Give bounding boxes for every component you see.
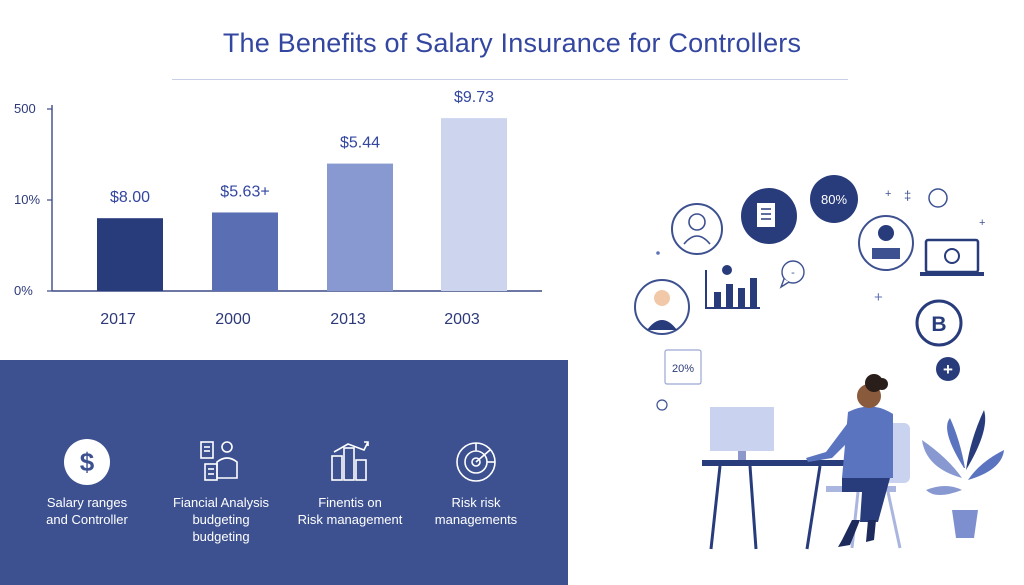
man-avatar-icon bbox=[858, 215, 914, 271]
x-tick-label: 2003 bbox=[444, 311, 480, 328]
y-tick-label: 500 bbox=[14, 101, 36, 116]
x-tick-label: 2013 bbox=[330, 311, 366, 328]
bar bbox=[212, 212, 278, 291]
feature-risk-managements[interactable]: Risk risk managements bbox=[401, 438, 551, 528]
buildings-chart-icon bbox=[331, 441, 369, 481]
sparkle-icon: + bbox=[885, 188, 891, 200]
woman-avatar-icon bbox=[671, 203, 723, 255]
ring-decoration-small bbox=[656, 399, 668, 411]
plant-decoration bbox=[922, 410, 1004, 538]
person-at-desk bbox=[702, 374, 910, 550]
feature-label-1: Finentis on bbox=[318, 495, 382, 510]
data-label: $8.00 bbox=[110, 189, 150, 206]
y-tick-label: 0% bbox=[14, 283, 33, 298]
data-label: $5.44 bbox=[340, 135, 380, 152]
illustration: + ‡ + + 80% bbox=[634, 175, 1004, 550]
sparkle-icon-2: ‡ bbox=[904, 188, 911, 203]
plus-decoration: + bbox=[979, 217, 985, 229]
feature-label-1: Risk risk bbox=[451, 495, 501, 510]
svg-text:+: + bbox=[943, 360, 953, 379]
feature-label-3: budgeting bbox=[192, 529, 250, 544]
percent-badge-top: 80% bbox=[810, 175, 858, 223]
businessman-avatar-icon bbox=[634, 279, 690, 335]
feature-label-2: and Controller bbox=[46, 512, 128, 527]
feature-label-1: Salary ranges bbox=[46, 495, 128, 510]
feature-financial-analysis[interactable]: Fiancial Analysis budgeting budgeting bbox=[146, 438, 296, 545]
ring-decoration bbox=[928, 188, 948, 208]
plus-decoration-2: + bbox=[874, 289, 883, 306]
dot-decoration bbox=[656, 251, 660, 255]
bar-chart-icon bbox=[705, 265, 760, 309]
feature-label-2: Risk management bbox=[297, 512, 403, 527]
plus-badge-icon: + bbox=[936, 357, 960, 381]
percent-badge-left: 20% bbox=[664, 349, 702, 385]
speech-bubble-icon: - bbox=[779, 260, 805, 289]
document-badge-icon bbox=[741, 188, 797, 244]
feature-salary-ranges[interactable]: $ Salary ranges and Controller bbox=[12, 438, 162, 528]
svg-text:-: - bbox=[791, 267, 795, 279]
data-label: $9.73 bbox=[454, 89, 494, 106]
risk-target-icon bbox=[456, 442, 496, 482]
financial-analysis-icon bbox=[200, 441, 238, 481]
data-label: $5.63+ bbox=[220, 183, 269, 200]
feature-label-1: Fiancial Analysis bbox=[172, 495, 270, 510]
svg-text:80%: 80% bbox=[821, 192, 847, 207]
feature-risk-management[interactable]: Finentis on Risk management bbox=[275, 438, 425, 528]
bar bbox=[441, 118, 507, 291]
x-tick-label: 2017 bbox=[100, 311, 136, 328]
x-tick-label: 2000 bbox=[215, 311, 251, 328]
y-tick-label: 10% bbox=[14, 192, 40, 207]
bar-chart: 0% 10% 500 $8.00 2017 $5.63+ 2000 $5.44 2013 $9.7… bbox=[14, 89, 542, 328]
svg-text:B: B bbox=[931, 313, 946, 336]
letter-b-badge: B bbox=[915, 299, 963, 347]
svg-text:$: $ bbox=[80, 447, 95, 477]
dollar-circle-icon: $ bbox=[64, 439, 110, 485]
feature-label-2: budgeting bbox=[192, 512, 250, 527]
laptop-icon bbox=[920, 238, 984, 276]
bar bbox=[97, 218, 163, 291]
bar bbox=[327, 163, 393, 291]
page-title: The Benefits of Salary Insurance for Con… bbox=[222, 28, 802, 58]
feature-label-2: managements bbox=[434, 512, 518, 527]
title-divider bbox=[172, 79, 848, 80]
svg-text:20%: 20% bbox=[672, 363, 694, 375]
